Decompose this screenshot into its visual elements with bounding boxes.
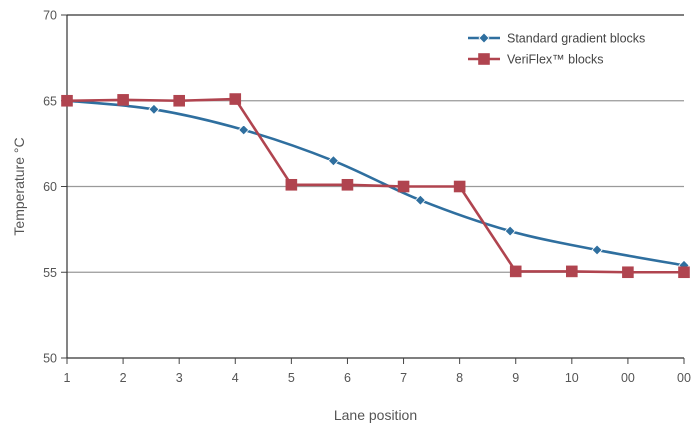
series-line-veriflex	[66, 97, 684, 274]
x-tick-label: 1	[64, 371, 71, 385]
x-tick-label: 00	[677, 371, 691, 385]
data-point-standard	[591, 244, 603, 256]
series-line-standard	[66, 99, 685, 267]
x-tick-label: 10	[565, 371, 579, 385]
y-tick-label: 55	[43, 266, 57, 280]
data-point-veriflex	[173, 94, 185, 107]
data-point-standard	[504, 225, 516, 237]
legend: Standard gradient blocks VeriFlex™ blocks	[468, 32, 645, 67]
x-tick-label: 8	[456, 371, 463, 385]
x-tick-label: 6	[344, 371, 351, 385]
data-point-veriflex	[229, 93, 242, 105]
data-point-standard	[148, 103, 160, 115]
axis-labels: Lane position Temperature °C	[11, 137, 417, 423]
data-point-veriflex	[622, 266, 634, 279]
legend-item-veriflex: VeriFlex™ blocks	[468, 53, 604, 67]
data-point-veriflex	[397, 180, 410, 193]
x-axis-title: Lane position	[334, 407, 417, 423]
legend-label-veriflex: VeriFlex™ blocks	[507, 53, 604, 67]
x-tick-label: 2	[120, 371, 127, 385]
data-point-standard	[414, 194, 426, 206]
data-point-veriflex	[117, 94, 129, 106]
x-tick-label: 7	[400, 371, 407, 385]
series-standard	[61, 95, 690, 271]
series-veriflex	[61, 93, 690, 279]
data-point-veriflex	[61, 94, 73, 107]
x-tick-label: 9	[512, 371, 519, 385]
legend-marker-standard	[478, 32, 490, 44]
y-tick-label: 50	[43, 352, 57, 366]
data-point-veriflex	[453, 180, 466, 193]
y-axis-title: Temperature °C	[11, 137, 27, 235]
legend-label-standard: Standard gradient blocks	[507, 32, 645, 46]
series-group	[61, 93, 690, 279]
data-point-veriflex	[341, 178, 354, 191]
x-tick-label: 4	[232, 371, 239, 385]
axes: 50 55 60 65 70 1 2 3 4 5 6 7 8 9 10 00 00	[43, 9, 691, 386]
data-point-veriflex	[285, 178, 298, 191]
data-point-veriflex	[509, 265, 522, 278]
x-tick-label: 00	[621, 371, 635, 385]
legend-item-standard: Standard gradient blocks	[468, 32, 645, 46]
data-point-standard	[327, 155, 339, 167]
data-point-veriflex	[678, 266, 690, 279]
data-point-standard	[238, 124, 250, 136]
data-point-veriflex	[566, 265, 578, 278]
y-tick-label: 60	[43, 180, 57, 194]
legend-marker-veriflex	[478, 53, 490, 65]
y-tick-label: 70	[43, 9, 57, 23]
y-tick-label: 65	[43, 94, 57, 108]
x-tick-label: 3	[176, 371, 183, 385]
x-tick-label: 5	[288, 371, 295, 385]
